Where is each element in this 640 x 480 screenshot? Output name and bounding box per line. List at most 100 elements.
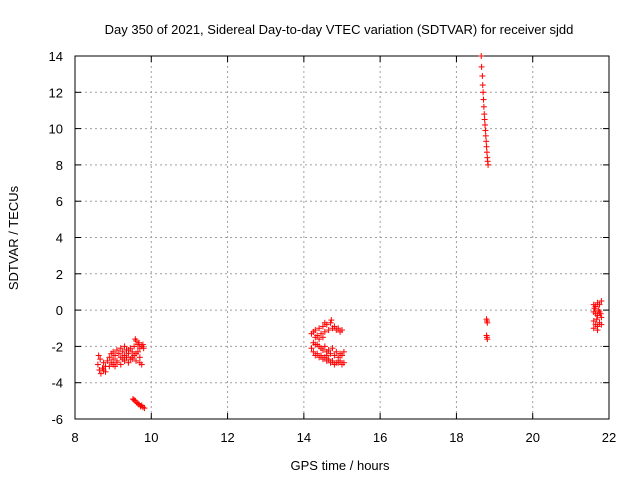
data-point bbox=[95, 352, 102, 359]
data-point bbox=[310, 348, 317, 355]
data-point bbox=[134, 348, 141, 355]
data-point bbox=[478, 63, 485, 70]
data-point bbox=[140, 345, 147, 352]
data-point bbox=[483, 149, 490, 156]
data-point bbox=[323, 352, 330, 359]
x-tick-label: 12 bbox=[220, 430, 234, 445]
x-tick-label: 10 bbox=[144, 430, 158, 445]
data-point bbox=[117, 361, 124, 368]
y-tick-label: 14 bbox=[49, 49, 63, 64]
data-point bbox=[131, 343, 138, 350]
data-point bbox=[138, 361, 145, 368]
data-point bbox=[321, 328, 328, 335]
y-tick-label: 8 bbox=[56, 158, 63, 173]
data-point bbox=[335, 325, 342, 332]
data-point bbox=[337, 350, 344, 357]
data-point bbox=[485, 161, 492, 168]
data-point bbox=[110, 356, 117, 363]
data-point bbox=[133, 357, 140, 364]
data-point bbox=[482, 132, 489, 139]
data-point bbox=[318, 330, 325, 337]
data-point bbox=[340, 348, 347, 355]
data-point bbox=[127, 356, 134, 363]
data-point bbox=[598, 321, 605, 328]
data-point bbox=[594, 312, 601, 319]
data-point bbox=[331, 323, 338, 330]
y-tick-label: 12 bbox=[49, 85, 63, 100]
data-point bbox=[316, 325, 323, 332]
data-point bbox=[129, 348, 136, 355]
y-tick-label: 4 bbox=[56, 231, 63, 246]
data-point bbox=[131, 396, 138, 403]
data-point bbox=[123, 354, 130, 361]
data-point bbox=[121, 343, 128, 350]
data-point bbox=[598, 298, 605, 305]
data-point bbox=[136, 354, 143, 361]
data-point bbox=[112, 352, 119, 359]
data-point bbox=[479, 72, 486, 79]
data-point bbox=[104, 357, 111, 364]
data-point bbox=[134, 400, 141, 407]
x-tick-label: 16 bbox=[373, 430, 387, 445]
data-point bbox=[327, 359, 334, 366]
data-point bbox=[333, 348, 340, 355]
data-point bbox=[136, 339, 143, 346]
data-point bbox=[138, 402, 145, 409]
data-point bbox=[119, 356, 126, 363]
data-point bbox=[94, 361, 101, 368]
y-tick-label: -2 bbox=[51, 339, 63, 354]
data-point bbox=[480, 96, 487, 103]
data-point bbox=[325, 327, 332, 334]
data-point bbox=[484, 319, 491, 326]
data-point bbox=[100, 359, 107, 366]
data-point bbox=[594, 327, 601, 334]
data-point bbox=[481, 111, 488, 118]
data-point bbox=[312, 334, 319, 341]
data-point bbox=[597, 310, 604, 317]
data-point bbox=[106, 363, 113, 370]
x-tick-label: 18 bbox=[449, 430, 463, 445]
data-point bbox=[327, 350, 334, 357]
data-point bbox=[316, 336, 323, 343]
data-point bbox=[319, 334, 326, 341]
y-tick-label: 10 bbox=[49, 122, 63, 137]
data-point bbox=[481, 116, 488, 123]
data-point bbox=[590, 325, 597, 332]
data-point bbox=[314, 341, 321, 348]
data-point bbox=[106, 354, 113, 361]
y-tick-label: -6 bbox=[51, 412, 63, 427]
data-point bbox=[113, 359, 120, 366]
data-point bbox=[102, 368, 109, 375]
data-point bbox=[308, 345, 315, 352]
data-point bbox=[97, 370, 104, 377]
data-point bbox=[484, 336, 491, 343]
data-point bbox=[319, 356, 326, 363]
data-point bbox=[595, 307, 602, 314]
data-point bbox=[321, 319, 328, 326]
x-tick-label: 22 bbox=[602, 430, 616, 445]
data-point bbox=[113, 347, 120, 354]
data-point bbox=[97, 356, 104, 363]
data-point bbox=[591, 305, 598, 312]
x-tick-label: 8 bbox=[71, 430, 78, 445]
data-point bbox=[115, 350, 122, 357]
data-point bbox=[316, 354, 323, 361]
data-point bbox=[593, 316, 600, 323]
data-point bbox=[119, 348, 126, 355]
data-point bbox=[478, 53, 485, 59]
data-point bbox=[125, 347, 132, 354]
data-point bbox=[323, 357, 330, 364]
y-tick-label: 2 bbox=[56, 267, 63, 282]
data-point bbox=[325, 347, 332, 354]
grid-lines bbox=[75, 56, 609, 419]
data-point bbox=[328, 317, 335, 324]
data-point bbox=[335, 359, 342, 366]
data-point bbox=[131, 352, 138, 359]
y-tick-label: 6 bbox=[56, 194, 63, 209]
chart-title: Day 350 of 2021, Sidereal Day-to-day VTE… bbox=[105, 22, 574, 37]
data-point bbox=[480, 103, 487, 110]
data-point bbox=[319, 323, 326, 330]
x-axis-label: GPS time / hours bbox=[291, 458, 390, 473]
y-axis-label: SDTVAR / TECUs bbox=[6, 185, 21, 290]
data-point bbox=[331, 352, 338, 359]
